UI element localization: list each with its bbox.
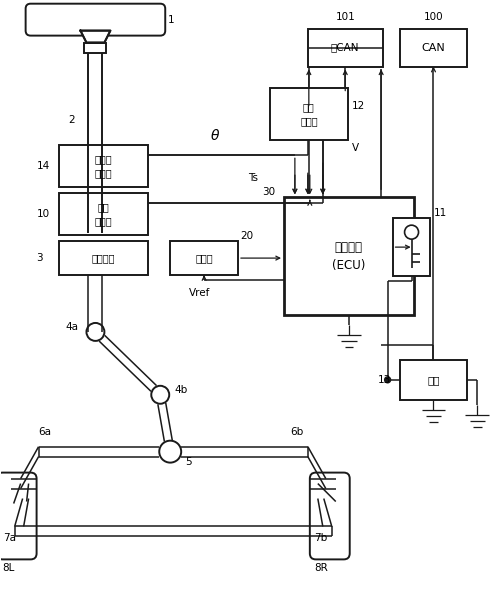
Text: 电动机: 电动机 [196,253,213,263]
Text: 非CAN: 非CAN [331,42,360,53]
Text: 100: 100 [424,12,444,21]
Bar [58,193,148,235]
Text: 4a: 4a [66,322,78,332]
Bar [392,218,430,276]
Text: 101: 101 [336,12,355,21]
Text: 12: 12 [352,101,365,112]
Text: 扭矩
传感器: 扭矩 传感器 [94,202,112,226]
Text: 3: 3 [36,253,43,263]
Polygon shape [80,30,110,42]
FancyBboxPatch shape [310,473,350,559]
Text: $\theta$: $\theta$ [210,128,220,143]
Text: 控制单元
(ECU): 控制单元 (ECU) [332,241,366,272]
Text: 5: 5 [185,457,192,467]
Text: 14: 14 [36,161,50,171]
Bar [84,42,106,53]
Text: Ts: Ts [248,173,258,183]
Text: 30: 30 [262,187,275,197]
Text: 减速齿轮: 减速齿轮 [92,253,115,263]
Text: 8L: 8L [2,564,15,573]
Text: 转向角
传感器: 转向角 传感器 [94,154,112,179]
Text: Vref: Vref [188,288,210,298]
Bar [308,29,382,66]
Bar [270,88,347,140]
Text: 7b: 7b [314,534,327,543]
Text: 6b: 6b [290,427,303,436]
Text: 20: 20 [240,231,253,241]
Text: 8R: 8R [314,564,328,573]
Text: 1: 1 [168,15,175,24]
Text: 2: 2 [68,115,75,125]
Bar [170,241,238,275]
Text: 11: 11 [434,208,446,218]
Text: 4b: 4b [174,385,188,395]
Bar [400,360,468,400]
Text: 6a: 6a [38,427,52,436]
Bar [400,29,468,66]
Circle shape [384,377,390,383]
FancyBboxPatch shape [0,473,36,559]
Text: CAN: CAN [422,42,446,53]
Text: 车速
传感器: 车速 传感器 [300,103,318,127]
Bar [58,241,148,275]
Bar [58,145,148,187]
Text: 7a: 7a [2,534,16,543]
Text: 10: 10 [36,209,50,219]
Bar [284,197,414,315]
FancyBboxPatch shape [26,4,165,36]
Text: V: V [352,143,359,153]
Text: 13: 13 [378,375,391,385]
Text: 电池: 电池 [427,375,440,385]
